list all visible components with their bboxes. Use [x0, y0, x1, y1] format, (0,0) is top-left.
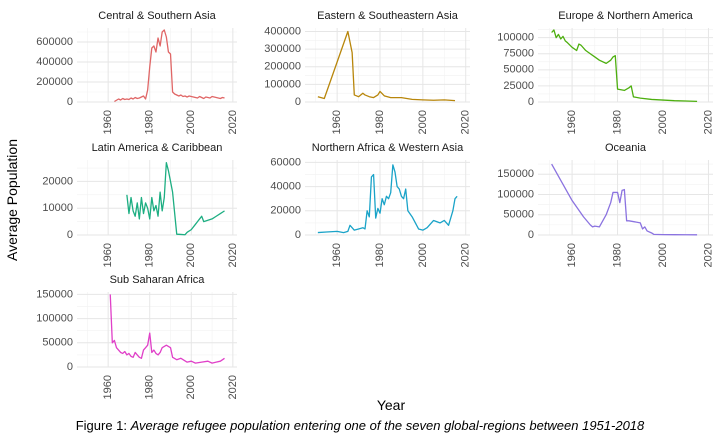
y-tick-label: 60000 — [270, 156, 301, 168]
y-tick-label: 0 — [295, 96, 301, 108]
x-tick-label: 2000 — [185, 243, 197, 267]
series-line — [317, 164, 458, 234]
x-tick-label: 1960 — [102, 375, 114, 399]
y-tick-label: 25000 — [503, 80, 534, 92]
panel-title: Eastern & Southeastern Asia — [317, 10, 459, 22]
panel-title: Sub Saharan Africa — [110, 274, 206, 286]
x-tick-label: 2020 — [227, 243, 239, 267]
x-tick-label: 1960 — [102, 110, 114, 134]
x-tick-label: 2020 — [227, 375, 239, 399]
series-line — [551, 29, 698, 103]
y-tick-label: 600000 — [36, 36, 73, 48]
x-tick-label: 2020 — [460, 110, 472, 134]
y-tick-label: 10000 — [42, 202, 73, 214]
series-line — [126, 162, 225, 236]
y-tick-label: 20000 — [270, 205, 301, 217]
x-tick-label: 1980 — [374, 243, 386, 267]
y-tick-label: 100000 — [497, 32, 534, 44]
x-tick-label: 2000 — [657, 110, 669, 134]
chart-panels: Central & Southern Asia 1960 1980 2000 2020 0… — [36, 10, 714, 399]
x-tick-label: 1980 — [144, 110, 156, 134]
y-tick-label: 200000 — [36, 76, 73, 88]
series-line — [551, 163, 698, 236]
y-tick-label: 150000 — [36, 288, 73, 300]
x-tick-label: 1960 — [102, 243, 114, 267]
x-tick-label: 2000 — [417, 110, 429, 134]
figure-caption: Figure 1: Average refugee population ent… — [0, 418, 720, 433]
y-tick-label: 75000 — [503, 48, 534, 60]
x-tick-label: 1980 — [144, 375, 156, 399]
x-tick-label: 2000 — [657, 243, 669, 267]
x-tick-label: 1960 — [331, 243, 343, 267]
panel-title: Europe & Northern America — [558, 10, 693, 22]
x-tick-label: 2020 — [702, 243, 714, 267]
x-tick-label: 1980 — [611, 110, 623, 134]
y-tick-label: 0 — [528, 96, 534, 108]
x-axis-title: Year — [377, 397, 406, 413]
series-line — [109, 294, 225, 364]
y-tick-label: 0 — [528, 229, 534, 241]
x-tick-label: 2000 — [185, 375, 197, 399]
panel-3: Latin America & Caribbean 1960 1980 2000 202… — [42, 142, 238, 267]
y-tick-label: 100000 — [36, 313, 73, 325]
y-tick-label: 150000 — [497, 168, 534, 180]
x-tick-label: 2020 — [702, 110, 714, 134]
x-tick-label: 2000 — [417, 243, 429, 267]
panel-title: Northern Africa & Western Asia — [312, 142, 464, 154]
y-tick-label: 400000 — [36, 56, 73, 68]
panel-2: Europe & Northern America 1960 1980 2000 202… — [497, 10, 714, 134]
panel-5: Oceania 1960 1980 2000 2020 0 50000 100000 15000… — [497, 142, 714, 267]
x-tick-label: 1960 — [331, 110, 343, 134]
x-tick-label: 1960 — [566, 243, 578, 267]
series-line — [114, 29, 225, 103]
panel-title: Latin America & Caribbean — [92, 142, 223, 154]
y-tick-label: 400000 — [264, 25, 301, 37]
panel-1: Eastern & Southeastern Asia 1960 1980 2000 2… — [264, 10, 471, 134]
y-tick-label: 50000 — [503, 209, 534, 221]
panel-title: Oceania — [605, 142, 647, 154]
x-tick-label: 2020 — [460, 243, 472, 267]
panel-4: Northern Africa & Western Asia 1960 1980 20… — [270, 142, 471, 267]
y-tick-label: 300000 — [264, 43, 301, 55]
x-tick-label: 1980 — [611, 243, 623, 267]
x-tick-label: 1960 — [566, 110, 578, 134]
x-tick-label: 2020 — [227, 110, 239, 134]
panel-title: Central & Southern Asia — [98, 10, 216, 22]
x-tick-label: 1980 — [144, 243, 156, 267]
y-tick-label: 20000 — [42, 175, 73, 187]
y-tick-label: 50000 — [42, 337, 73, 349]
y-tick-label: 0 — [67, 361, 73, 373]
y-tick-label: 0 — [67, 229, 73, 241]
series-line — [317, 30, 456, 102]
y-tick-label: 0 — [67, 96, 73, 108]
x-tick-label: 2000 — [185, 110, 197, 134]
caption-prefix: Figure 1: — [75, 418, 131, 433]
y-tick-label: 50000 — [503, 64, 534, 76]
y-tick-label: 0 — [295, 229, 301, 241]
panel-6: Sub Saharan Africa 1960 1980 2000 2020 0 50000… — [36, 274, 238, 399]
panel-0: Central & Southern Asia 1960 1980 2000 2020 0… — [36, 10, 238, 134]
y-tick-label: 200000 — [264, 61, 301, 73]
y-tick-label: 100000 — [264, 78, 301, 90]
y-tick-label: 100000 — [497, 188, 534, 200]
caption-text: Average refugee population entering one … — [130, 418, 645, 433]
y-tick-label: 40000 — [270, 181, 301, 193]
y-axis-title: Average Population — [4, 139, 20, 261]
x-tick-label: 1980 — [374, 110, 386, 134]
